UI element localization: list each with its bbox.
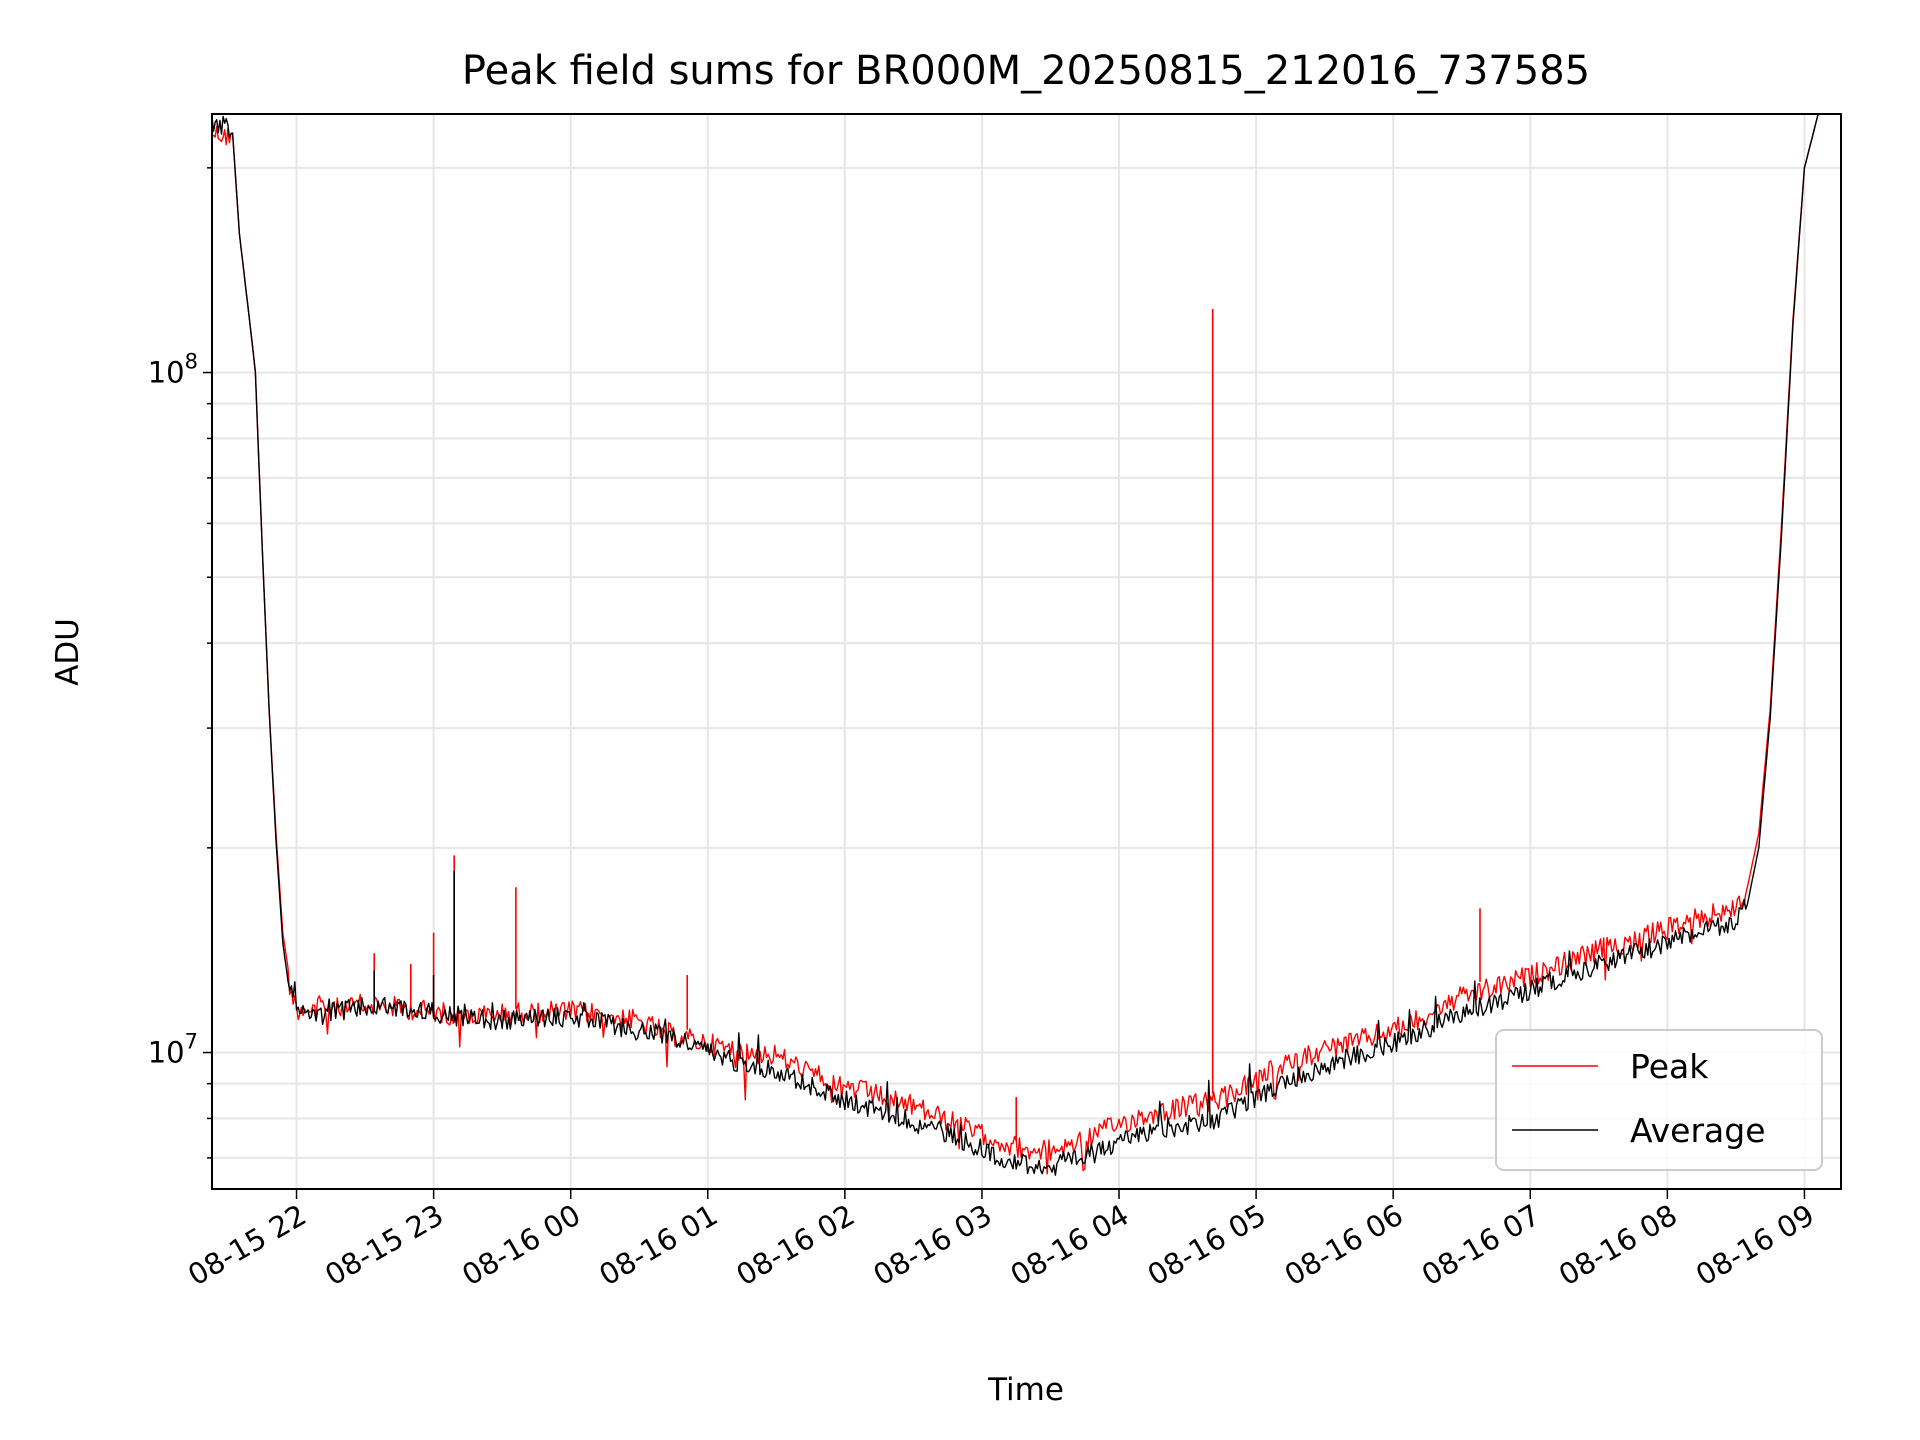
legend-average-label: Average (1630, 1111, 1766, 1150)
series-layer (212, 114, 1819, 1176)
grid (212, 114, 1841, 1189)
y-axis: 107 108 (148, 167, 212, 1159)
x-axis-title: Time (987, 1372, 1064, 1408)
y-tick-label: 108 (148, 350, 198, 390)
y-tick-label: 107 (148, 1030, 198, 1070)
y-axis-title: ADU (50, 618, 86, 686)
legend-box (1495, 1029, 1823, 1171)
chart-title: Peak field sums for BR000M_20250815_2120… (462, 48, 1590, 94)
plot-area (212, 114, 1819, 1176)
legend-peak-label: Peak (1630, 1047, 1709, 1086)
plot-frame (211, 113, 1842, 1190)
series-line-average (212, 114, 1819, 1176)
legend: Peak Average (1495, 1029, 1823, 1171)
